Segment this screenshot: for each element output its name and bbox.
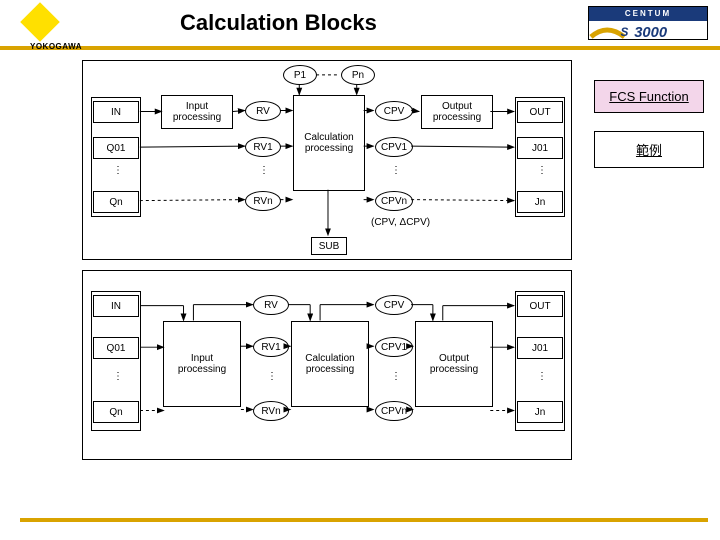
vdots: ⋮ xyxy=(391,169,401,173)
j01-box: J01 xyxy=(517,137,563,159)
vdots: ⋮ xyxy=(537,375,547,379)
q01-box: Q01 xyxy=(93,337,139,359)
vdots: ⋮ xyxy=(113,375,123,379)
input-proc-box: Input processing xyxy=(163,321,241,407)
cpv1-oval: CPV1 xyxy=(375,337,413,357)
cpv-oval: CPV xyxy=(375,295,413,315)
rvn-oval: RVn xyxy=(253,401,289,421)
in-box: IN xyxy=(93,295,139,317)
vdots: ⋮ xyxy=(259,169,269,173)
svg-text:S: S xyxy=(620,25,628,39)
header: YOKOGAWA Calculation Blocks CENTUM S 3000 xyxy=(0,0,720,50)
centum-text: CENTUM xyxy=(589,7,707,21)
cpvn-oval: CPVn xyxy=(375,191,413,211)
sub-box: SUB xyxy=(311,237,347,255)
yokogawa-logo: YOKOGAWA xyxy=(20,8,48,36)
cpvn-oval: CPVn xyxy=(375,401,413,421)
pn-oval: Pn xyxy=(341,65,375,85)
out-box: OUT xyxy=(517,295,563,317)
cs3000-icon: S 3000 xyxy=(589,21,707,40)
rv-oval: RV xyxy=(245,101,281,121)
calc-proc-box: Calculation processing xyxy=(291,321,369,407)
p1-oval: P1 xyxy=(283,65,317,85)
dcpv-label: (CPV, ΔCPV) xyxy=(371,217,430,228)
rv1-oval: RV1 xyxy=(253,337,289,357)
diagram-2: IN Q01 Qn Input processing Calculation proce… xyxy=(82,270,572,460)
footer-rule xyxy=(20,518,708,522)
example-button[interactable]: 範例 xyxy=(594,131,704,168)
qn-box: Qn xyxy=(93,191,139,213)
jn-box: Jn xyxy=(517,191,563,213)
rv-oval: RV xyxy=(253,295,289,315)
vdots: ⋮ xyxy=(113,169,123,173)
vdots: ⋮ xyxy=(537,169,547,173)
side-buttons: FCS Function 範例 xyxy=(594,80,704,186)
qn-box: Qn xyxy=(93,401,139,423)
cpv1-oval: CPV1 xyxy=(375,137,413,157)
vdots: ⋮ xyxy=(391,375,401,379)
calc-proc-box: Calculation processing xyxy=(293,95,365,191)
fcs-function-button[interactable]: FCS Function xyxy=(594,80,704,113)
diamond-icon xyxy=(20,2,60,42)
rvn-oval: RVn xyxy=(245,191,281,211)
diagram-1: IN Q01 Qn Input processing Calculation proce… xyxy=(82,60,572,260)
rv1-oval: RV1 xyxy=(245,137,281,157)
page-title: Calculation Blocks xyxy=(180,10,377,36)
input-proc-box: Input processing xyxy=(161,95,233,129)
q01-box: Q01 xyxy=(93,137,139,159)
in-box: IN xyxy=(93,101,139,123)
jn-box: Jn xyxy=(517,401,563,423)
output-proc-box: Output processing xyxy=(415,321,493,407)
output-proc-box: Output processing xyxy=(421,95,493,129)
cpv-oval: CPV xyxy=(375,101,413,121)
j01-box: J01 xyxy=(517,337,563,359)
svg-text:3000: 3000 xyxy=(634,25,668,40)
vdots: ⋮ xyxy=(267,375,277,379)
out-box: OUT xyxy=(517,101,563,123)
content: IN Q01 Qn Input processing Calculation proce… xyxy=(82,60,572,470)
centum-logo: CENTUM S 3000 xyxy=(588,6,708,40)
brand-text: YOKOGAWA xyxy=(30,42,82,51)
